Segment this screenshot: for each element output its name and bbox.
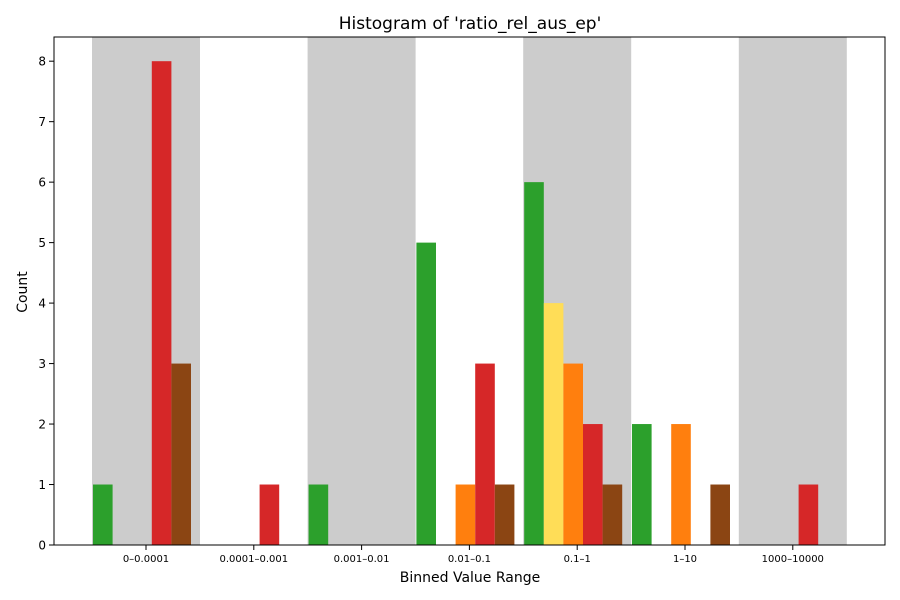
x-tick-label: 0–0.0001 xyxy=(123,554,169,565)
bar-s0-c4 xyxy=(524,182,544,545)
bar-s3-c6 xyxy=(798,484,819,545)
bar-s3-c4 xyxy=(583,424,603,545)
bar-s3-c0 xyxy=(151,61,172,545)
bar-s2-c5 xyxy=(671,424,691,545)
y-tick-label: 4 xyxy=(38,297,46,311)
bar-s4-c0 xyxy=(171,363,191,545)
y-tick-label: 8 xyxy=(38,55,46,69)
bar-s0-c2 xyxy=(308,484,329,545)
y-tick-label: 5 xyxy=(38,236,46,250)
x-tick-label: 0.001–0.01 xyxy=(334,554,390,565)
bars xyxy=(93,61,819,545)
bar-s0-c3 xyxy=(416,242,436,545)
category-shade-6 xyxy=(738,37,847,545)
category-shade-2 xyxy=(307,37,416,545)
x-tick-label: 0.01–0.1 xyxy=(448,554,491,565)
x-tick-label: 0.1–1 xyxy=(564,554,591,565)
bar-s1-c4 xyxy=(543,303,564,545)
y-tick-label: 2 xyxy=(38,418,46,432)
y-tick-label: 1 xyxy=(38,478,46,492)
bar-s3-c3 xyxy=(475,363,495,545)
bar-s2-c3 xyxy=(455,484,476,545)
x-tick-label: 0.0001–0.001 xyxy=(219,554,288,565)
bar-s4-c3 xyxy=(494,484,515,545)
y-tick-label: 7 xyxy=(38,115,46,129)
x-axis-label: Binned Value Range xyxy=(400,570,540,586)
y-tick-label: 6 xyxy=(38,176,46,190)
x-axis: 0–0.0001 0.0001–0.001 0.001–0.01 0.01–0.1 0.… xyxy=(123,545,824,565)
y-axis: 0 1 2 3 4 5 6 7 8 xyxy=(38,55,54,553)
bar-s2-c4 xyxy=(563,363,583,545)
bar-s4-c4 xyxy=(602,484,623,545)
bar-s0-c5 xyxy=(632,424,652,545)
y-axis-label: Count xyxy=(15,271,31,313)
x-tick-label: 1–10 xyxy=(673,554,697,565)
bar-s3-c1 xyxy=(259,484,280,545)
x-tick-label: 1000–10000 xyxy=(762,554,824,565)
chart-title: Histogram of 'ratio_rel_aus_ep' xyxy=(339,14,602,34)
y-tick-label: 3 xyxy=(38,357,46,371)
y-tick-label: 0 xyxy=(38,539,46,553)
bar-s4-c5 xyxy=(710,484,730,545)
category-shading xyxy=(92,37,847,545)
bar-s0-c0 xyxy=(93,484,113,545)
